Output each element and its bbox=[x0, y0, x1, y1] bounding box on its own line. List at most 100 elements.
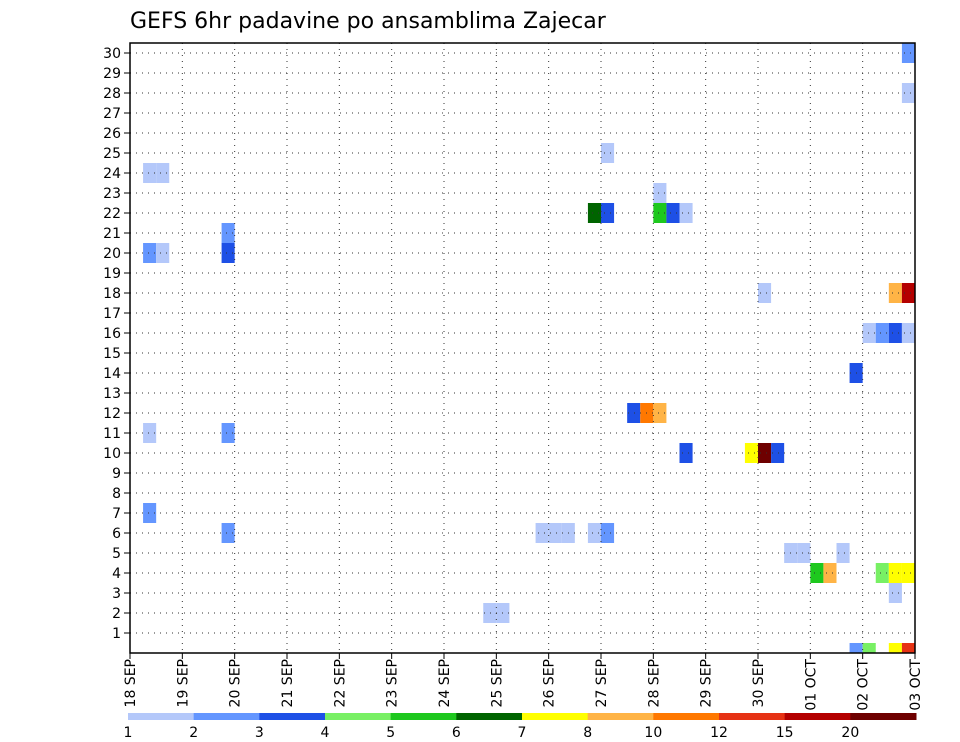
legend-color-swatch bbox=[719, 713, 786, 720]
precip-cell bbox=[901, 283, 915, 303]
y-tick-label: 26 bbox=[103, 126, 121, 142]
y-tick-label: 11 bbox=[103, 426, 121, 442]
y-tick-label: 23 bbox=[103, 186, 121, 202]
y-tick-label: 24 bbox=[103, 166, 121, 182]
precip-cell bbox=[679, 203, 693, 223]
x-tick-label: 20 SEP bbox=[228, 659, 244, 707]
precip-cell bbox=[888, 643, 902, 653]
legend-color-swatch bbox=[522, 713, 589, 720]
x-tick-label: 19 SEP bbox=[175, 659, 191, 707]
x-tick-label: 25 SEP bbox=[489, 659, 505, 707]
precip-cell bbox=[901, 563, 915, 583]
precip-cell bbox=[653, 403, 667, 423]
precip-cell bbox=[679, 443, 693, 463]
y-tick-label: 10 bbox=[103, 446, 121, 462]
legend-label: 5 bbox=[386, 725, 395, 741]
grid-layer bbox=[130, 43, 915, 653]
y-tick-label: 8 bbox=[112, 486, 121, 502]
precip-cell bbox=[758, 283, 772, 303]
color-legend: 1 2 3 4 5 6 7 8 10 12 15 20 bbox=[124, 713, 917, 741]
legend-label: 1 bbox=[124, 725, 133, 741]
legend-label: 6 bbox=[452, 725, 461, 741]
y-tick-label: 13 bbox=[103, 386, 121, 402]
precip-cell bbox=[862, 643, 876, 653]
x-tick-label: 18 SEP bbox=[123, 659, 139, 707]
precip-cell bbox=[143, 503, 157, 523]
precip-cell bbox=[143, 163, 157, 183]
precip-cell bbox=[653, 183, 667, 203]
y-tick-label: 7 bbox=[112, 506, 121, 522]
legend-color-swatch bbox=[784, 713, 851, 720]
legend-label: 7 bbox=[518, 725, 527, 741]
legend-color-swatch bbox=[653, 713, 720, 720]
x-tick-label: 03 OCT bbox=[908, 659, 924, 711]
legend-label: 20 bbox=[841, 725, 859, 741]
y-axis: 1234567891011121314151617181920212223242… bbox=[103, 46, 130, 642]
x-tick-label: 23 SEP bbox=[385, 659, 401, 707]
precip-cell bbox=[601, 523, 615, 543]
y-tick-label: 6 bbox=[112, 526, 121, 542]
y-tick-label: 16 bbox=[103, 326, 121, 342]
legend-color-swatch bbox=[259, 713, 326, 720]
precip-cell bbox=[797, 543, 811, 563]
precip-cell bbox=[901, 643, 915, 653]
precip-cell bbox=[810, 563, 824, 583]
y-tick-label: 2 bbox=[112, 606, 121, 622]
y-tick-label: 5 bbox=[112, 546, 121, 562]
precip-cell bbox=[875, 323, 889, 343]
legend-color-swatch bbox=[325, 713, 392, 720]
precip-cell bbox=[901, 43, 915, 63]
y-tick-label: 4 bbox=[112, 566, 121, 582]
legend-label: 3 bbox=[255, 725, 264, 741]
y-tick-label: 19 bbox=[103, 266, 121, 282]
precip-cell bbox=[601, 203, 615, 223]
precip-cell bbox=[744, 443, 758, 463]
y-tick-label: 25 bbox=[103, 146, 121, 162]
precip-cell bbox=[587, 523, 601, 543]
precip-cell bbox=[666, 203, 680, 223]
precip-cell bbox=[221, 523, 235, 543]
legend-color-swatch bbox=[390, 713, 457, 720]
y-tick-label: 9 bbox=[112, 466, 121, 482]
plot-frame bbox=[129, 42, 916, 654]
legend-color-swatch bbox=[193, 713, 260, 720]
legend-label: 10 bbox=[644, 725, 662, 741]
y-tick-label: 30 bbox=[103, 46, 121, 62]
y-tick-label: 14 bbox=[103, 366, 121, 382]
precip-cell bbox=[221, 243, 235, 263]
x-axis: 18 SEP 19 SEP 20 SEP 21 SEP 22 SEP 23 SEP 24 S… bbox=[123, 653, 924, 711]
y-tick-label: 17 bbox=[103, 306, 121, 322]
x-tick-label: 24 SEP bbox=[437, 659, 453, 707]
precip-cell bbox=[875, 563, 889, 583]
y-tick-label: 27 bbox=[103, 106, 121, 122]
y-tick-label: 29 bbox=[103, 66, 121, 82]
legend-color-swatch bbox=[850, 713, 917, 720]
y-tick-label: 3 bbox=[112, 586, 121, 602]
legend-label: 4 bbox=[321, 725, 330, 741]
precip-cell bbox=[221, 223, 235, 243]
precip-cell bbox=[587, 203, 601, 223]
precip-cell bbox=[143, 243, 157, 263]
precip-cell bbox=[862, 323, 876, 343]
chart-title: GEFS 6hr padavine po ansamblima Zajecar bbox=[130, 9, 607, 34]
precip-cell bbox=[771, 443, 785, 463]
precip-cell bbox=[601, 143, 615, 163]
precip-cell bbox=[901, 83, 915, 103]
y-tick-label: 18 bbox=[103, 286, 121, 302]
precip-cell bbox=[888, 563, 902, 583]
x-tick-label: 30 SEP bbox=[751, 659, 767, 707]
precip-cell bbox=[483, 603, 497, 623]
precip-cell bbox=[888, 283, 902, 303]
legend-label: 2 bbox=[189, 725, 198, 741]
x-tick-label: 28 SEP bbox=[646, 659, 662, 707]
precip-cells-layer bbox=[143, 43, 915, 653]
legend-label: 8 bbox=[583, 725, 592, 741]
y-tick-label: 21 bbox=[103, 226, 121, 242]
precip-cell bbox=[548, 523, 562, 543]
x-tick-label: 02 OCT bbox=[856, 659, 872, 711]
x-tick-label: 29 SEP bbox=[699, 659, 715, 707]
precip-cell bbox=[836, 543, 850, 563]
precip-cell bbox=[653, 203, 667, 223]
precip-cell bbox=[849, 643, 863, 653]
